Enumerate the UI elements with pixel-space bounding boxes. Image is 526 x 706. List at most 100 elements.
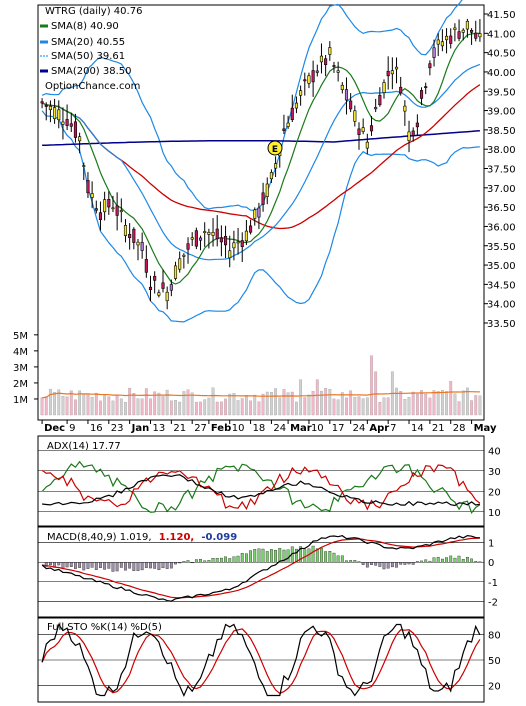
- candle-body: [299, 90, 303, 96]
- candle-body: [274, 163, 278, 169]
- sma200-line: [42, 129, 480, 147]
- volume-bar: [428, 397, 432, 416]
- macd-histogram-bar: [240, 553, 244, 563]
- price-tick-label: 37.50: [487, 165, 516, 176]
- volume-tick-label: 3M: [13, 363, 28, 374]
- macd-histogram-bar: [466, 556, 469, 563]
- volume-bar: [370, 355, 373, 416]
- macd-histogram-bar: [253, 549, 257, 563]
- macd-histogram-bar: [57, 562, 61, 566]
- price-tick-label: 36.50: [487, 203, 516, 214]
- macd-histogram-bar: [436, 556, 440, 563]
- volume-bar: [153, 391, 157, 416]
- candle-body: [144, 259, 148, 273]
- volume-bar: [303, 397, 307, 416]
- volume-bar: [65, 396, 69, 416]
- macd-histogram-bar: [461, 559, 465, 563]
- volume-bar: [332, 398, 336, 416]
- date-tick-label: 24: [273, 423, 286, 434]
- adx-plus-di-line: [41, 460, 481, 515]
- macd-histogram-bar: [336, 555, 340, 563]
- date-tick-label: Mar: [290, 423, 312, 434]
- macd-histogram-bar: [378, 562, 382, 567]
- macd-histogram-bar: [65, 562, 69, 568]
- macd-histogram-bar: [194, 559, 198, 563]
- candle-body: [319, 55, 324, 63]
- macd-histogram-bar: [74, 562, 77, 569]
- volume-bar: [132, 393, 136, 416]
- macd-histogram-bar: [370, 562, 373, 565]
- volume-bar: [395, 387, 398, 416]
- volume-bar: [274, 388, 277, 416]
- volume-bar: [94, 392, 98, 416]
- candle-body: [257, 207, 261, 218]
- legend-sma200: SMA(200) 38.50: [51, 66, 132, 77]
- candle-body: [386, 70, 390, 77]
- volume-bar: [399, 391, 403, 416]
- volume-bar: [245, 395, 248, 416]
- candle-body: [57, 109, 61, 121]
- volume-bar: [340, 392, 344, 416]
- macd-histogram-bar: [69, 562, 73, 567]
- macd-histogram-bar: [115, 562, 119, 572]
- volume-bar: [107, 396, 111, 416]
- volume-bar: [186, 389, 190, 416]
- macd-histogram-bar: [340, 555, 344, 563]
- macd-histogram-bar: [207, 560, 211, 563]
- sto-title: Full STO %K(14) %D(5): [47, 622, 162, 633]
- macd-histogram: [44, 545, 482, 572]
- macd-histogram-bar: [128, 562, 132, 569]
- candle-body: [61, 121, 65, 125]
- sto-k-line: [41, 623, 481, 697]
- candle-body: [349, 100, 353, 110]
- candle-body: [182, 254, 186, 257]
- volume-bar: [424, 393, 428, 416]
- candle-body: [470, 29, 474, 33]
- candle-body: [73, 121, 77, 138]
- macd-histogram-bar: [107, 562, 111, 569]
- candle-body: [436, 39, 440, 45]
- candle-body: [353, 110, 357, 122]
- macd-histogram-bar: [232, 556, 236, 563]
- candle-body: [307, 75, 311, 84]
- volume-bar: [261, 393, 265, 416]
- date-tick-label: 23: [111, 423, 124, 434]
- volume-bar: [415, 393, 419, 416]
- price-tick-label: 35.00: [487, 261, 516, 272]
- candle-body: [140, 242, 144, 251]
- candle-body: [44, 104, 48, 107]
- volume-bar: [295, 401, 298, 416]
- candle-body: [474, 32, 478, 39]
- volume-bar: [240, 398, 244, 416]
- volume-bar: [182, 391, 186, 416]
- macd-histogram-bar: [470, 558, 473, 563]
- volume-bar: [169, 400, 173, 416]
- volume-bar: [320, 390, 323, 416]
- axis-tick-label: 30: [488, 467, 501, 478]
- macd-histogram-bar: [144, 562, 148, 568]
- macd-histogram-bar: [432, 557, 436, 563]
- sto-d-line: [41, 628, 481, 695]
- macd-histogram-bar: [140, 562, 144, 571]
- volume-bar: [136, 398, 140, 416]
- volume-bar: [365, 397, 369, 416]
- adx-lines: [41, 460, 481, 515]
- volume-bar: [161, 396, 165, 416]
- macd-histogram-bar: [453, 557, 457, 563]
- date-tick-label: 7: [390, 423, 396, 434]
- macd-histogram-bar: [457, 555, 461, 563]
- candle-body: [107, 199, 111, 208]
- volume-bar: [215, 401, 219, 416]
- candle-body: [244, 230, 248, 242]
- candle-body: [478, 33, 482, 38]
- candle-body: [453, 27, 457, 30]
- candle-body: [240, 240, 244, 247]
- moving-averages: [41, 32, 481, 285]
- macd-histogram-bar: [90, 562, 94, 568]
- volume-bar: [315, 379, 319, 416]
- volume-bar: [119, 398, 123, 416]
- candle-body: [332, 65, 336, 67]
- sma8-line: [41, 32, 480, 285]
- candle-body: [432, 47, 436, 58]
